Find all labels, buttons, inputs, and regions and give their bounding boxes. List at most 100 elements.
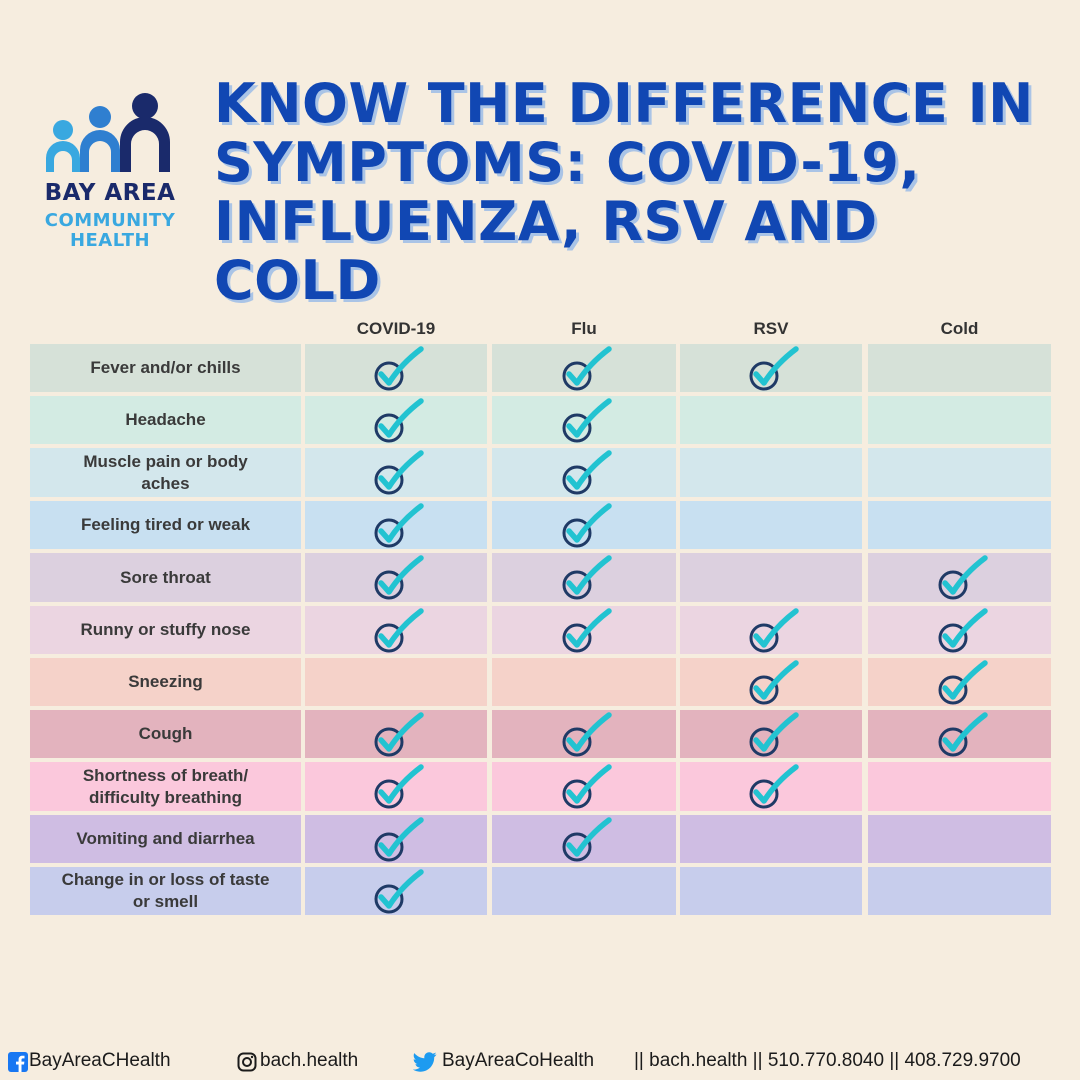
symptom-cell	[305, 501, 487, 549]
check-icon	[374, 712, 424, 757]
check-icon	[749, 764, 799, 809]
symptom-cell	[868, 606, 1051, 654]
symptom-cell	[492, 344, 676, 392]
check-icon	[374, 608, 424, 653]
symptom-cell	[492, 867, 676, 915]
column-header-rsv: RSV	[753, 319, 789, 338]
check-icon	[749, 346, 799, 391]
symptom-cell	[492, 710, 676, 758]
symptom-cell	[868, 815, 1051, 863]
check-icon	[374, 450, 424, 495]
check-icon	[938, 712, 988, 757]
symptom-label: Fever and/or chills	[30, 344, 301, 392]
symptom-label: Feeling tired or weak	[30, 501, 301, 549]
check-icon	[562, 764, 612, 809]
twitter-handle[interactable]: BayAreaCoHealth	[442, 1050, 595, 1071]
symptom-cell	[305, 606, 487, 654]
symptom-cell	[868, 344, 1051, 392]
symptom-cell	[305, 344, 487, 392]
symptom-cell	[305, 448, 487, 497]
check-icon	[374, 346, 424, 391]
symptom-cell	[680, 448, 862, 497]
check-icon	[938, 660, 988, 705]
logo: BAY AREA COMMUNITY HEALTH	[30, 92, 190, 257]
check-icon	[562, 608, 612, 653]
symptom-cell	[680, 501, 862, 549]
check-icon	[749, 660, 799, 705]
page-title: KNOW THE DIFFERENCE IN SYMPTOMS: COVID-1…	[214, 72, 1034, 312]
check-icon	[562, 450, 612, 495]
symptom-cell	[305, 396, 487, 444]
symptom-cell	[868, 658, 1051, 706]
check-icon	[562, 503, 612, 548]
check-icon	[562, 398, 612, 443]
check-icon	[938, 608, 988, 653]
symptom-cell	[680, 606, 862, 654]
facebook-icon[interactable]	[8, 1052, 28, 1072]
check-icon	[562, 346, 612, 391]
check-icon	[562, 712, 612, 757]
symptom-cell	[492, 396, 676, 444]
symptom-label: Muscle pain or body aches	[30, 448, 301, 497]
instagram-handle[interactable]: bach.health	[260, 1050, 359, 1071]
symptom-cell	[680, 762, 862, 811]
symptom-cell	[868, 396, 1051, 444]
symptom-cell	[680, 553, 862, 602]
check-icon	[374, 817, 424, 862]
symptom-cell	[305, 867, 487, 915]
symptom-label: Sore throat	[30, 553, 301, 602]
column-header-flu: Flu	[571, 319, 597, 338]
symptom-label: Shortness of breath/ difficulty breathin…	[30, 762, 301, 811]
symptom-cell	[680, 344, 862, 392]
symptom-cell	[492, 606, 676, 654]
symptom-label: Runny or stuffy nose	[30, 606, 301, 654]
symptom-label: Vomiting and diarrhea	[30, 815, 301, 863]
symptom-cell	[492, 658, 676, 706]
logo-line-2: COMMUNITY	[44, 210, 176, 231]
symptom-cell	[305, 815, 487, 863]
symptom-cell	[492, 501, 676, 549]
symptom-cell	[305, 762, 487, 811]
twitter-icon[interactable]	[413, 1052, 437, 1072]
column-header-covid-19: COVID-19	[356, 319, 436, 338]
check-icon	[938, 555, 988, 600]
facebook-handle[interactable]: BayAreaCHealth	[29, 1050, 171, 1071]
symptom-cell	[868, 867, 1051, 915]
check-icon	[374, 555, 424, 600]
symptom-cell	[492, 762, 676, 811]
symptom-cell	[680, 867, 862, 915]
check-icon	[374, 503, 424, 548]
symptom-cell	[680, 815, 862, 863]
check-icon	[749, 608, 799, 653]
logo-line-1: BAY AREA	[44, 180, 176, 206]
symptom-cell	[680, 658, 862, 706]
check-icon	[749, 712, 799, 757]
symptom-cell	[305, 710, 487, 758]
symptom-label: Headache	[30, 396, 301, 444]
logo-people-icon	[46, 93, 170, 172]
symptom-cell	[868, 448, 1051, 497]
instagram-icon[interactable]	[237, 1052, 257, 1072]
symptom-cell	[680, 396, 862, 444]
symptom-cell	[305, 658, 487, 706]
symptom-cell	[680, 710, 862, 758]
contact-info: || bach.health || 510.770.8040 || 408.72…	[634, 1050, 1021, 1071]
symptom-cell	[305, 553, 487, 602]
symptom-cell	[492, 553, 676, 602]
symptom-cell	[868, 762, 1051, 811]
symptom-label: Sneezing	[30, 658, 301, 706]
symptom-cell	[492, 815, 676, 863]
symptom-label: Cough	[30, 710, 301, 758]
symptom-cell	[492, 448, 676, 497]
logo-line-3: HEALTH	[69, 230, 151, 251]
check-icon	[374, 869, 424, 914]
symptom-cell	[868, 553, 1051, 602]
symptom-label: Change in or loss of taste or smell	[30, 867, 301, 915]
check-icon	[374, 764, 424, 809]
footer: BayAreaCHealth bach.health BayAreaCoHeal…	[8, 1050, 1080, 1080]
check-icon	[562, 555, 612, 600]
symptom-cell	[868, 710, 1051, 758]
symptom-cell	[868, 501, 1051, 549]
column-header-cold: Cold	[940, 319, 979, 338]
check-icon	[374, 398, 424, 443]
